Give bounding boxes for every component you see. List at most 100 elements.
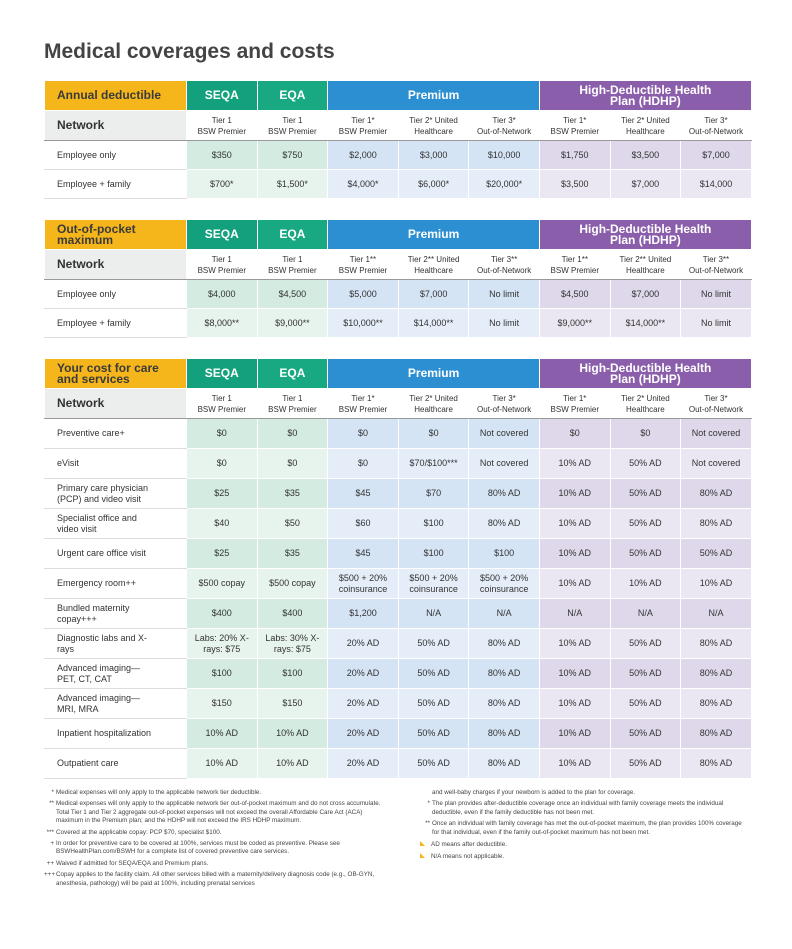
cost-cell: $70/$100*** <box>397 448 470 479</box>
cost-cell: $1,200 <box>327 598 399 629</box>
network-tier: Tier 3* <box>492 115 516 125</box>
footnote-text: Medical expenses will only apply to the … <box>56 800 381 825</box>
footnote-text: Copay applies to the facility claim. All… <box>56 871 375 887</box>
network-name: Healthcare <box>626 126 665 136</box>
footnote: and well-baby charges if your newborn is… <box>420 789 750 797</box>
footnote: *** Covered at the applicable copay: PCP … <box>44 829 389 837</box>
plan-header: Premium <box>327 219 540 250</box>
cost-cell: $500 + 20% coinsurance <box>327 568 399 599</box>
footnote-mark: ++ <box>46 859 54 867</box>
cost-cell: $0 <box>256 418 329 449</box>
network-cell: Tier 3* Out-of-Network <box>680 110 752 141</box>
network-tier: Tier 1* <box>351 115 375 125</box>
footnote-text: Once an individual with family coverage … <box>432 820 742 836</box>
data-row: Emergency room++ $500 copay $500 copay $500… <box>44 568 752 599</box>
cost-cell: $150 <box>256 688 329 719</box>
cost-cell: $60 <box>327 508 399 539</box>
cost-cell: $10,000 <box>468 140 540 170</box>
cost-cell: $5,000 <box>327 279 399 309</box>
network-tier: Tier 1 <box>211 393 232 403</box>
row-label: Primary care physician (PCP) and video v… <box>44 478 187 509</box>
network-row: Network Tier 1 BSW Premier Tier 1 BSW Premie… <box>44 110 752 141</box>
cost-cell: 50% AD <box>609 448 682 479</box>
network-tier: Tier 3* <box>704 393 728 403</box>
data-row: Primary care physician (PCP) and video v… <box>44 478 752 509</box>
network-label: Network <box>44 110 187 141</box>
network-tier: Tier 2** United <box>407 254 460 264</box>
cost-cell: $0 <box>609 418 682 449</box>
cost-cell: 10% AD <box>609 568 682 599</box>
network-tier: Tier 3* <box>492 393 516 403</box>
cost-cell: 80% AD <box>680 508 752 539</box>
plan-header: Premium <box>327 358 540 389</box>
cost-cell: $500 copay <box>256 568 329 599</box>
network-tier: Tier 1 <box>211 115 232 125</box>
cost-cell: 10% AD <box>680 568 752 599</box>
cost-cell: $700* <box>186 169 258 199</box>
plan-header: SEQA <box>186 358 258 389</box>
cost-cell: N/A <box>609 598 682 629</box>
cost-cell: $100 <box>186 658 258 689</box>
cost-cell: $9,000** <box>538 308 611 338</box>
cost-cell: $14,000 <box>680 169 752 199</box>
network-tier: Tier 1 <box>282 115 303 125</box>
cost-cell: $7,000 <box>609 279 682 309</box>
network-cell: Tier 2* United Healthcare <box>397 110 470 141</box>
cost-cell: 10% AD <box>538 538 611 569</box>
cost-cell: N/A <box>397 598 470 629</box>
network-cell: Tier 2* United Healthcare <box>609 388 682 419</box>
network-cell: Tier 1 BSW Premier <box>186 249 258 280</box>
cost-cell: $0 <box>186 418 258 449</box>
cost-cell: $500 copay <box>186 568 258 599</box>
network-name: Healthcare <box>414 404 453 414</box>
cost-cell: $100 <box>256 658 329 689</box>
cost-cell: $8,000** <box>186 308 258 338</box>
cost-cell: 50% AD <box>609 688 682 719</box>
cost-cell: No limit <box>468 279 540 309</box>
network-name: Out-of-Network <box>477 404 532 414</box>
network-tier: Tier 1 <box>211 254 232 264</box>
network-cell: Tier 1* BSW Premier <box>327 388 399 419</box>
coverage-table: Annual deductible SEQA EQA Premium High-Dedu… <box>44 80 752 199</box>
legend-note: N/A means not applicable. <box>420 853 750 861</box>
coverage-table: Out-of-pocket maximum SEQA EQA Premium High-… <box>44 219 752 338</box>
footnote-mark: ** <box>425 820 430 828</box>
cost-cell: $150 <box>186 688 258 719</box>
row-label: Urgent care office visit <box>44 538 187 569</box>
table-heading: Annual deductible <box>44 80 187 111</box>
cost-cell: 80% AD <box>468 688 540 719</box>
cost-cell: $400 <box>186 598 258 629</box>
footnote-text: Covered at the applicable copay: PCP $70… <box>56 828 222 836</box>
cost-cell: $7,000 <box>397 279 470 309</box>
data-row: Employee only $350 $750 $2,000 $3,000 $10,000… <box>44 140 752 170</box>
cost-cell: 50% AD <box>397 658 470 689</box>
cost-cell: 10% AD <box>538 568 611 599</box>
cost-cell: 80% AD <box>680 748 752 779</box>
network-tier: Tier 1 <box>282 393 303 403</box>
network-tier: Tier 1** <box>349 254 377 264</box>
data-row: Employee + family $700* $1,500* $4,000* $6,0… <box>44 169 752 199</box>
cost-cell: 50% AD <box>609 748 682 779</box>
cost-cell: $0 <box>397 418 470 449</box>
footnotes-left: * Medical expenses will only apply to the… <box>44 789 389 891</box>
plan-header: High-Deductible Health Plan (HDHP) <box>538 80 752 111</box>
network-name: BSW Premier <box>268 404 317 414</box>
cost-cell: $20,000* <box>468 169 540 199</box>
network-cell: Tier 3* Out-of-Network <box>680 388 752 419</box>
network-cell: Tier 1** BSW Premier <box>327 249 399 280</box>
cost-cell: Not covered <box>468 418 540 449</box>
cost-cell: 10% AD <box>186 718 258 749</box>
footnote-text: and well-baby charges if your newborn is… <box>432 789 636 796</box>
cost-cell: Not covered <box>680 418 752 449</box>
cost-cell: 80% AD <box>680 478 752 509</box>
network-row: Network Tier 1 BSW Premier Tier 1 BSW Premie… <box>44 388 752 419</box>
cost-cell: 10% AD <box>256 718 329 749</box>
cost-cell: $100 <box>397 508 470 539</box>
cost-cell: $1,500* <box>256 169 329 199</box>
cost-cell: $50 <box>256 508 329 539</box>
cost-cell: N/A <box>468 598 540 629</box>
cost-cell: 50% AD <box>397 748 470 779</box>
plan-header: High-Deductible Health Plan (HDHP) <box>538 219 752 250</box>
network-tier: Tier 2* United <box>409 115 458 125</box>
footnote-mark: * <box>427 800 430 808</box>
